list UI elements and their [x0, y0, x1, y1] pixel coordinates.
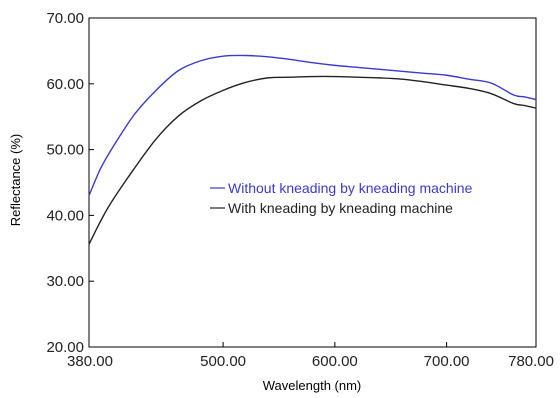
y-axis-title: Reflectance (%) [8, 134, 23, 226]
y-tick-label: 60.00 [46, 76, 84, 93]
legend-label-2: With kneading by kneading machine [228, 200, 453, 216]
x-tick-label: 500.00 [200, 353, 246, 370]
y-tick-label: 20.00 [46, 339, 84, 356]
y-tick-label: 50.00 [46, 142, 84, 159]
y-tick-label: 70.00 [46, 10, 84, 27]
x-tick-label: 700.00 [424, 353, 470, 370]
series-line-2 [88, 75, 537, 245]
series-line-1 [88, 54, 537, 196]
x-tick-label: 600.00 [312, 353, 358, 370]
x-tick-label: 380.00 [67, 353, 113, 370]
legend-label-1: Without kneading by kneading machine [228, 180, 473, 196]
x-axis-title: Wavelength (nm) [263, 378, 362, 393]
plot-frame [88, 17, 537, 348]
y-tick-label: 40.00 [46, 207, 84, 224]
x-tick-label: 780.00 [508, 353, 554, 370]
y-tick-label: 30.00 [46, 273, 84, 290]
